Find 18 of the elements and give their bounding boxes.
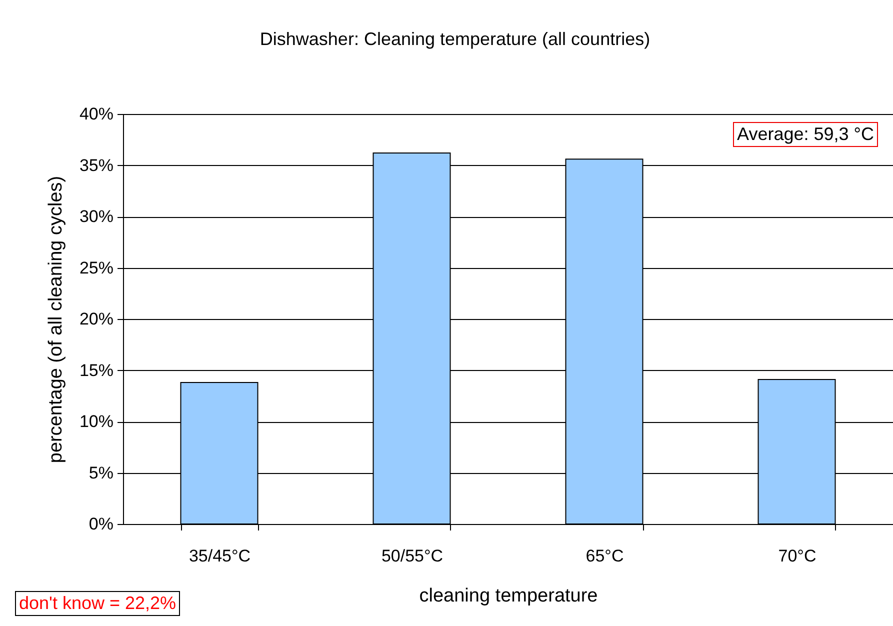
x-tick-label: 50/55°C — [381, 546, 444, 566]
x-tick-label: 65°C — [586, 546, 624, 566]
x-axis-title: cleaning temperature — [419, 586, 598, 606]
y-tick-label: 30% — [79, 207, 114, 226]
x-tick-label: 70°C — [778, 546, 816, 566]
chart-title: Dishwasher: Cleaning temperature (all countries) — [260, 29, 650, 49]
y-tick-label: 0% — [88, 514, 114, 534]
y-tick-label: 40% — [79, 104, 114, 124]
annotation: Average: 59,3 °C — [733, 122, 878, 147]
y-tick-label: 25% — [79, 258, 114, 278]
y-tick-label: 5% — [88, 463, 114, 482]
text: don't know = 22,2% — [15, 591, 180, 616]
y-tick-label: 35% — [79, 156, 114, 175]
y-tick-label: 15% — [79, 360, 114, 380]
y-tick-label: 10% — [79, 412, 114, 431]
y-tick-label: 20% — [79, 310, 114, 328]
y-axis-title: percentage (of all cleaning cycles) — [45, 176, 66, 464]
x-tick-label: 35/45°C — [188, 546, 251, 566]
